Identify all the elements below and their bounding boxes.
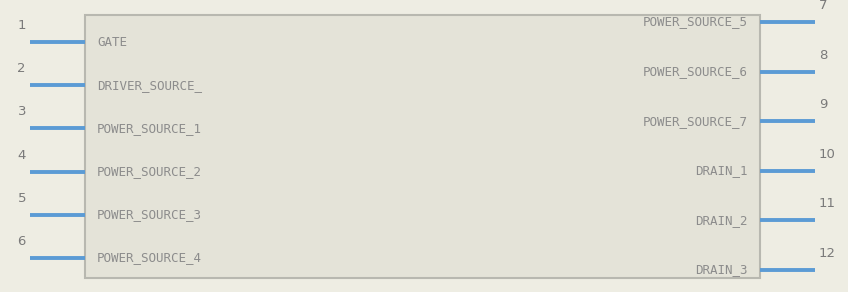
Text: 5: 5 [18,192,26,205]
Text: 10: 10 [819,148,836,161]
Text: 8: 8 [819,48,828,62]
Text: 11: 11 [819,197,836,211]
Text: POWER_SOURCE_2: POWER_SOURCE_2 [97,165,202,178]
Text: POWER_SOURCE_5: POWER_SOURCE_5 [643,15,748,29]
Text: DRAIN_2: DRAIN_2 [695,214,748,227]
Text: 4: 4 [18,149,26,161]
Text: POWER_SOURCE_6: POWER_SOURCE_6 [643,65,748,78]
Text: DRAIN_3: DRAIN_3 [695,263,748,277]
Text: DRAIN_1: DRAIN_1 [695,164,748,177]
Text: 9: 9 [819,98,828,111]
Text: 12: 12 [819,247,836,260]
Text: 2: 2 [18,62,26,75]
Text: DRIVER_SOURCE_: DRIVER_SOURCE_ [97,79,202,92]
Bar [85,15,760,278]
Text: POWER_SOURCE_4: POWER_SOURCE_4 [97,251,202,265]
Text: POWER_SOURCE_1: POWER_SOURCE_1 [97,122,202,135]
Text: 6: 6 [18,235,26,248]
Text: 3: 3 [18,105,26,118]
Text: GATE: GATE [97,36,127,48]
Text: 7: 7 [819,0,828,12]
Text: POWER_SOURCE_3: POWER_SOURCE_3 [97,208,202,221]
Text: 1: 1 [18,19,26,32]
Text: POWER_SOURCE_7: POWER_SOURCE_7 [643,115,748,128]
